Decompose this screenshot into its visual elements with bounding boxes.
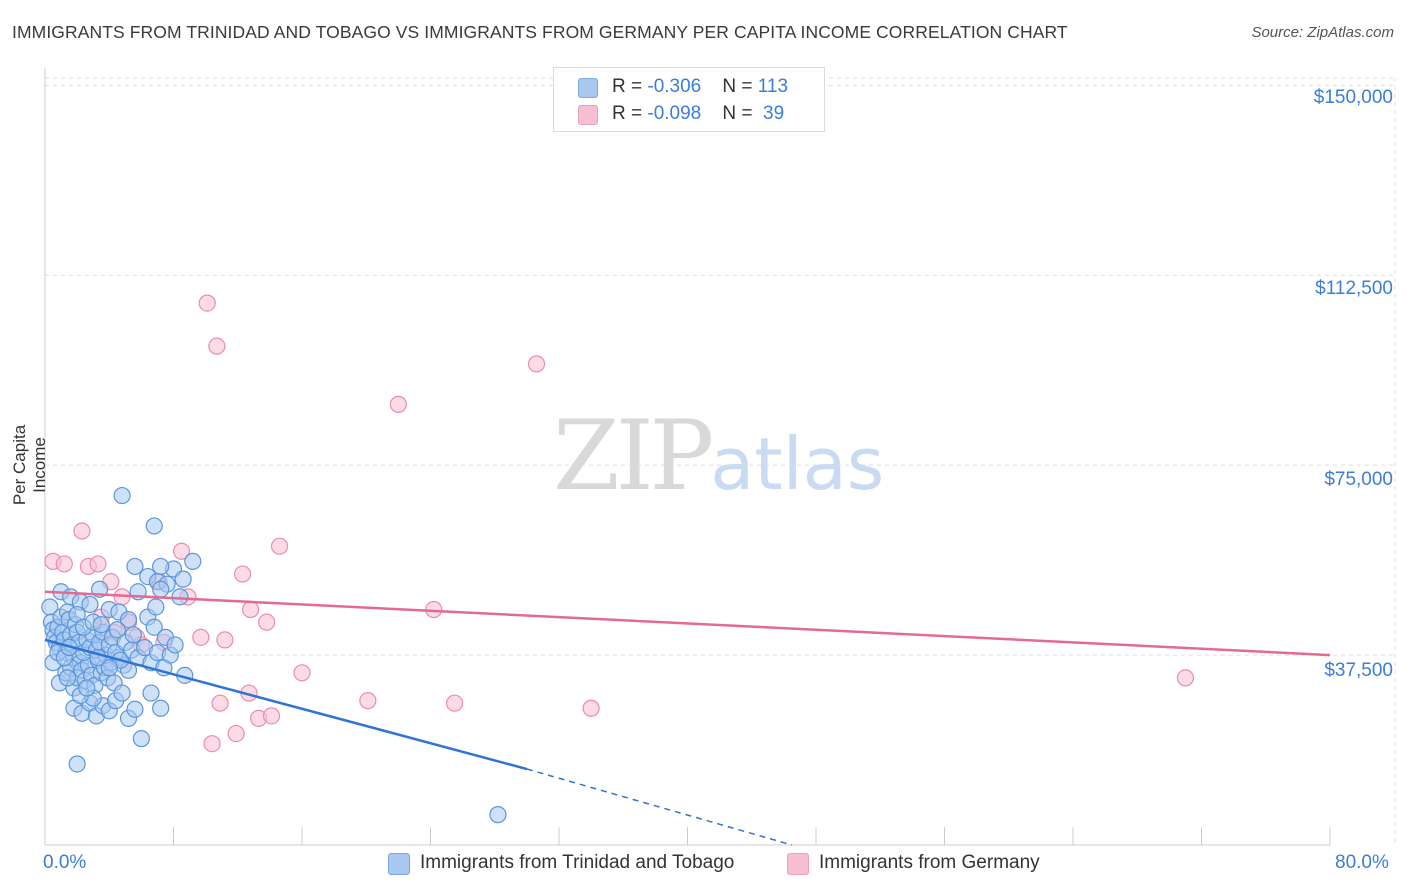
- point-germany: [262, 707, 281, 725]
- point-trinidad: [100, 659, 118, 677]
- point-trinidad: [145, 618, 163, 636]
- point-trinidad: [126, 557, 144, 576]
- point-germany: [198, 294, 216, 312]
- legend-swatch-trinidad: [578, 78, 598, 98]
- x-tick-label-min: 0.0%: [43, 852, 87, 873]
- point-trinidad: [174, 570, 192, 588]
- point-germany: [242, 600, 260, 619]
- watermark: ZIPatlas: [553, 400, 884, 512]
- point-germany: [55, 555, 73, 573]
- point-trinidad: [152, 699, 170, 717]
- bottom-legend-label-germany: Immigrants from Germany: [819, 852, 1040, 873]
- legend-swatch-germany: [578, 105, 598, 125]
- point-germany: [227, 724, 245, 743]
- trendline-trinidad: [44, 638, 528, 771]
- point-trinidad: [113, 486, 131, 505]
- point-trinidad: [171, 588, 189, 606]
- y-tick-label-37500: $37,500: [1324, 660, 1393, 681]
- trendline-germany: [44, 590, 1331, 657]
- point-germany: [258, 613, 276, 631]
- bottom-legend-label-trinidad: Immigrants from Trinidad and Tobago: [420, 852, 735, 873]
- y-axis-title: Per Capita Income: [10, 424, 49, 506]
- point-germany: [270, 537, 289, 555]
- point-germany: [211, 694, 229, 712]
- bottom-legend-swatch-trinidad: [388, 853, 410, 875]
- watermark-zip: ZIP: [553, 400, 714, 512]
- trendline-trinidad-extension: [526, 768, 793, 846]
- point-germany: [389, 395, 407, 413]
- point-trinidad: [184, 552, 202, 570]
- point-trinidad: [113, 684, 131, 702]
- point-germany: [293, 664, 311, 682]
- x-tick-label-max: 80.0%: [1335, 852, 1389, 873]
- point-germany: [582, 699, 600, 717]
- watermark-atlas: atlas: [710, 422, 885, 506]
- point-trinidad: [142, 684, 160, 702]
- point-trinidad: [166, 636, 184, 654]
- point-trinidad: [132, 730, 150, 748]
- point-trinidad: [92, 616, 110, 634]
- y-tick-label-75000: $75,000: [1324, 469, 1393, 490]
- point-germany: [203, 735, 221, 753]
- y-tick-label-112500: $112,500: [1315, 278, 1393, 299]
- point-trinidad: [489, 806, 507, 824]
- point-germany: [73, 522, 91, 540]
- point-germany: [216, 631, 234, 649]
- correlation-legend: R = -0.306 N = 113 R = -0.098 N = 39: [553, 67, 825, 132]
- point-germany: [192, 628, 210, 646]
- point-trinidad: [147, 598, 165, 616]
- point-germany: [89, 555, 107, 573]
- legend-text-germany: R = -0.098 N = 39: [612, 103, 785, 124]
- point-trinidad: [124, 626, 142, 644]
- point-germany: [445, 694, 464, 712]
- point-germany: [1176, 669, 1195, 687]
- legend-text-trinidad: R = -0.306 N = 113: [612, 76, 789, 97]
- point-trinidad: [152, 557, 170, 576]
- point-trinidad: [119, 611, 138, 629]
- point-germany: [359, 692, 377, 710]
- point-trinidad: [58, 669, 77, 687]
- point-trinidad: [152, 580, 170, 598]
- point-germany: [527, 355, 546, 373]
- point-trinidad: [81, 595, 99, 614]
- point-germany: [233, 565, 252, 583]
- point-trinidad: [68, 755, 86, 773]
- source-credit: Source: ZipAtlas.com: [1251, 24, 1394, 41]
- point-trinidad: [126, 700, 144, 718]
- y-tick-label-150000: $150,000: [1313, 87, 1393, 108]
- point-trinidad: [78, 679, 96, 697]
- point-trinidad: [108, 621, 126, 639]
- chart-title: IMMIGRANTS FROM TRINIDAD AND TOBAGO VS I…: [12, 22, 1068, 42]
- point-germany: [208, 337, 226, 355]
- bottom-legend-swatch-germany: [787, 853, 809, 875]
- point-trinidad: [145, 517, 163, 535]
- point-germany: [172, 542, 191, 560]
